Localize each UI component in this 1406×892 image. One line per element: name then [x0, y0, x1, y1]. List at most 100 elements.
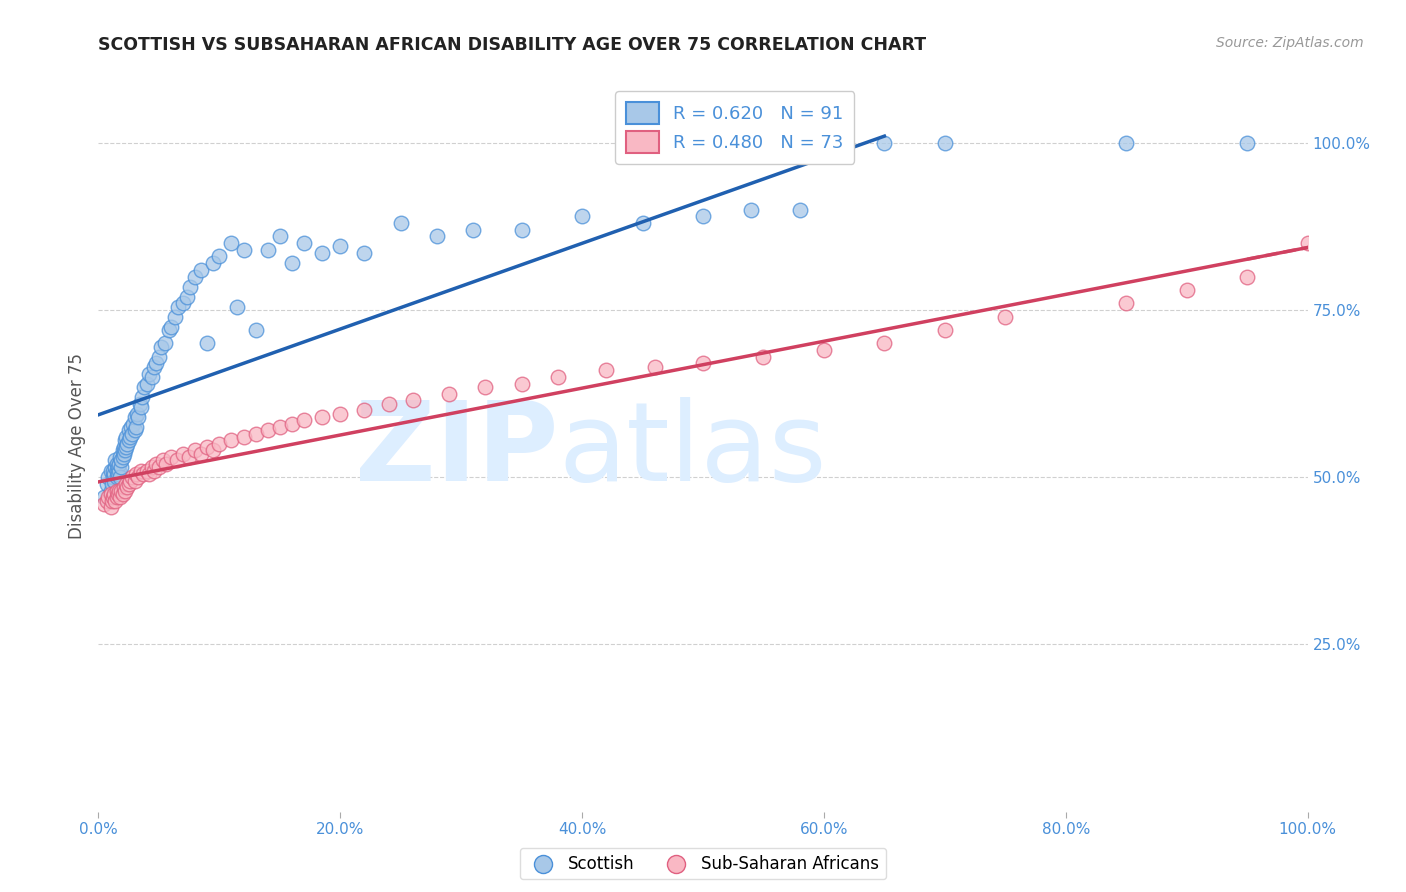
- Text: Source: ZipAtlas.com: Source: ZipAtlas.com: [1216, 36, 1364, 50]
- Point: [157, 323, 180, 337]
- Point: [104, 453, 127, 467]
- Point: [101, 470, 124, 484]
- Point: [1115, 296, 1137, 310]
- Point: [221, 236, 243, 251]
- Point: [232, 243, 254, 257]
- Point: [256, 243, 278, 257]
- Point: [118, 424, 141, 438]
- Point: [195, 336, 218, 351]
- Point: [112, 480, 135, 494]
- Point: [166, 453, 188, 467]
- Point: [103, 487, 125, 501]
- Point: [111, 443, 134, 458]
- Point: [281, 417, 304, 431]
- Point: [120, 420, 142, 434]
- Point: [740, 202, 762, 217]
- Point: [474, 380, 496, 394]
- Point: [172, 296, 194, 310]
- Point: [631, 216, 654, 230]
- Point: [114, 434, 136, 448]
- Point: [124, 474, 146, 488]
- Point: [190, 447, 212, 461]
- Point: [108, 457, 131, 471]
- Point: [134, 380, 156, 394]
- Point: [107, 460, 129, 475]
- Point: [112, 440, 135, 454]
- Point: [111, 450, 134, 465]
- Point: [118, 434, 141, 448]
- Point: [105, 470, 128, 484]
- Point: [153, 336, 176, 351]
- Point: [692, 356, 714, 371]
- Point: [1296, 236, 1319, 251]
- Point: [103, 474, 125, 488]
- Point: [167, 300, 190, 314]
- Point: [269, 420, 291, 434]
- Point: [873, 336, 896, 351]
- Point: [141, 460, 163, 475]
- Point: [103, 467, 125, 481]
- Point: [1236, 136, 1258, 150]
- Point: [135, 376, 157, 391]
- Point: [873, 136, 896, 150]
- Point: [118, 474, 141, 488]
- Point: [245, 426, 267, 441]
- Point: [571, 210, 593, 224]
- Point: [353, 246, 375, 260]
- Point: [179, 450, 201, 465]
- Point: [292, 413, 315, 427]
- Point: [172, 447, 194, 461]
- Point: [127, 470, 149, 484]
- Point: [121, 426, 143, 441]
- Point: [114, 483, 136, 498]
- Point: [135, 464, 157, 478]
- Point: [117, 480, 139, 494]
- Point: [547, 369, 569, 384]
- Point: [813, 343, 835, 358]
- Point: [93, 497, 115, 511]
- Point: [108, 470, 131, 484]
- Point: [221, 434, 243, 448]
- Point: [96, 493, 118, 508]
- Point: [226, 300, 249, 314]
- Point: [125, 420, 148, 434]
- Point: [122, 417, 145, 431]
- Text: Disability Age Over 75: Disability Age Over 75: [69, 353, 86, 539]
- Point: [402, 393, 425, 408]
- Point: [108, 464, 131, 478]
- Point: [110, 453, 132, 467]
- Point: [111, 487, 134, 501]
- Point: [160, 319, 183, 334]
- Point: [311, 410, 333, 425]
- Point: [131, 390, 153, 404]
- Point: [127, 410, 149, 425]
- Point: [108, 450, 131, 465]
- Point: [232, 430, 254, 444]
- Point: [934, 136, 956, 150]
- Point: [93, 491, 115, 505]
- Point: [202, 443, 225, 458]
- Legend: Scottish, Sub-Saharan Africans: Scottish, Sub-Saharan Africans: [520, 848, 886, 880]
- Point: [114, 443, 136, 458]
- Point: [124, 410, 146, 425]
- Point: [124, 424, 146, 438]
- Point: [644, 359, 666, 374]
- Point: [141, 369, 163, 384]
- Point: [329, 407, 352, 421]
- Point: [107, 467, 129, 481]
- Point: [353, 403, 375, 417]
- Point: [110, 460, 132, 475]
- Point: [1175, 283, 1198, 297]
- Point: [115, 430, 138, 444]
- Point: [100, 476, 122, 491]
- Point: [163, 310, 186, 324]
- Point: [100, 500, 122, 515]
- Point: [148, 460, 170, 475]
- Point: [145, 457, 167, 471]
- Point: [100, 464, 122, 478]
- Text: ZIP: ZIP: [354, 397, 558, 504]
- Point: [132, 467, 155, 481]
- Point: [148, 350, 170, 364]
- Point: [152, 453, 174, 467]
- Text: SCOTTISH VS SUBSAHARAN AFRICAN DISABILITY AGE OVER 75 CORRELATION CHART: SCOTTISH VS SUBSAHARAN AFRICAN DISABILIT…: [98, 36, 927, 54]
